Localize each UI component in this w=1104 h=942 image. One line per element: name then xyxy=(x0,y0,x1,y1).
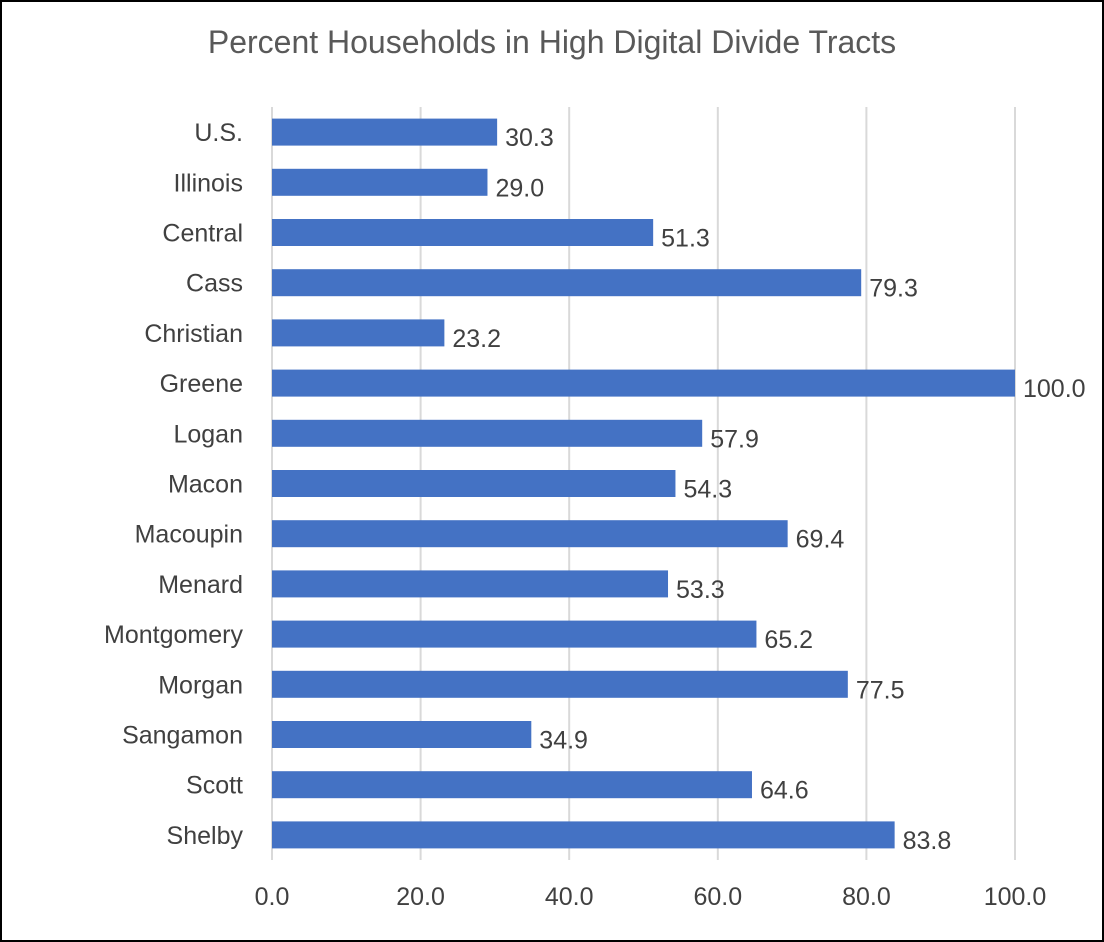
data-label: 83.8 xyxy=(903,827,952,855)
category-label: Shelby xyxy=(167,822,244,850)
data-label: 64.6 xyxy=(760,777,809,805)
x-tick-label: 100.0 xyxy=(984,883,1047,911)
data-label: 53.3 xyxy=(676,576,725,604)
bar-2 xyxy=(272,219,654,246)
category-label: Central xyxy=(162,220,243,248)
bar-1 xyxy=(272,168,488,196)
bar-8 xyxy=(272,520,788,548)
category-label: Macoupin xyxy=(135,521,243,549)
x-tick-label: 40.0 xyxy=(545,883,594,911)
data-label: 29.0 xyxy=(495,174,544,202)
bar-14 xyxy=(272,821,895,849)
data-label: 65.2 xyxy=(764,626,813,654)
data-label: 79.3 xyxy=(869,275,918,303)
category-label: Greene xyxy=(160,370,243,398)
x-tick-label: 80.0 xyxy=(842,883,891,911)
category-label: Illinois xyxy=(174,169,243,197)
bar-4 xyxy=(272,319,445,347)
data-label: 100.0 xyxy=(1023,375,1086,403)
bar-13 xyxy=(272,771,752,799)
category-label: Cass xyxy=(186,270,243,298)
bar-3 xyxy=(272,269,862,297)
data-label: 57.9 xyxy=(710,425,759,453)
bar-7 xyxy=(272,470,676,497)
bar-12 xyxy=(272,721,532,748)
category-label: U.S. xyxy=(194,119,243,147)
bar-11 xyxy=(272,670,848,698)
category-label: Macon xyxy=(168,471,243,499)
x-tick-label: 20.0 xyxy=(396,883,445,911)
category-label: Montgomery xyxy=(104,621,243,649)
bar-0 xyxy=(272,118,498,146)
category-label: Sangamon xyxy=(122,722,243,750)
data-label: 30.3 xyxy=(505,124,554,152)
data-label: 34.9 xyxy=(539,727,588,755)
category-label: Morgan xyxy=(158,671,243,699)
category-label: Scott xyxy=(186,772,243,800)
bar-9 xyxy=(272,570,669,598)
data-label: 51.3 xyxy=(661,225,710,253)
x-tick-label: 60.0 xyxy=(693,883,742,911)
category-label: Menard xyxy=(158,571,243,599)
data-label: 69.4 xyxy=(796,526,845,554)
data-label: 77.5 xyxy=(856,676,905,704)
bar-6 xyxy=(272,419,703,447)
bar-10 xyxy=(272,620,757,648)
category-label: Christian xyxy=(144,320,243,348)
x-tick-label: 0.0 xyxy=(255,883,290,911)
chart-title: Percent Households in High Digital Divid… xyxy=(207,24,897,60)
data-label: 23.2 xyxy=(452,325,501,353)
bar-5 xyxy=(272,369,1015,397)
data-label: 54.3 xyxy=(683,476,732,504)
category-label: Logan xyxy=(173,420,243,448)
